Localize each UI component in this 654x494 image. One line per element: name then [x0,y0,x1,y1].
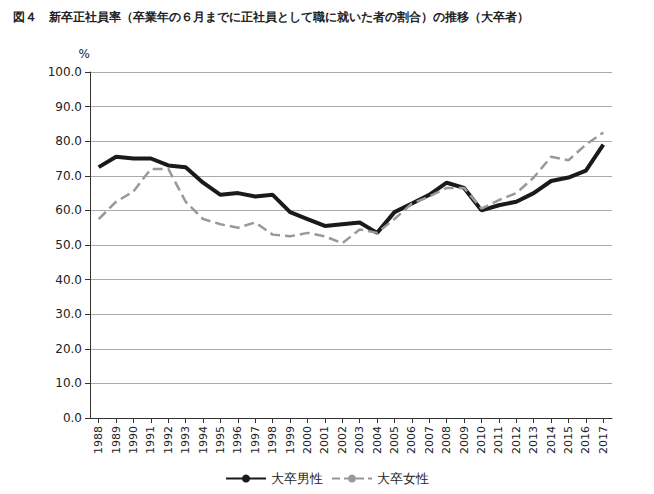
svg-text:2003: 2003 [353,426,366,454]
svg-text:図４ 新卒正社員率（卒業年の６月までに正社員として職に就いた: 図４ 新卒正社員率（卒業年の６月までに正社員として職に就いた者の割合）の推移（大… [13,10,529,24]
svg-text:80.0: 80.0 [55,134,82,148]
svg-text:1992: 1992 [162,426,175,454]
svg-text:2005: 2005 [388,426,401,454]
svg-text:1995: 1995 [214,426,227,454]
svg-text:1994: 1994 [197,426,210,454]
svg-text:60.0: 60.0 [55,203,82,217]
svg-text:2002: 2002 [336,426,349,454]
svg-text:1997: 1997 [249,426,262,454]
svg-text:30.0: 30.0 [55,307,82,321]
svg-text:2008: 2008 [440,426,453,454]
svg-text:1999: 1999 [284,426,297,454]
svg-text:100.0: 100.0 [48,65,82,79]
svg-text:2013: 2013 [527,426,540,454]
svg-text:%: % [79,47,90,61]
svg-text:1993: 1993 [179,426,192,454]
svg-text:70.0: 70.0 [55,169,82,183]
svg-text:0.0: 0.0 [63,411,82,425]
svg-text:2015: 2015 [562,426,575,454]
svg-text:大卒女性: 大卒女性 [377,471,429,486]
svg-text:2007: 2007 [423,426,436,454]
svg-text:1991: 1991 [144,426,157,454]
svg-text:2010: 2010 [475,426,488,454]
svg-text:10.0: 10.0 [55,376,82,390]
svg-text:2006: 2006 [405,426,418,454]
svg-text:2012: 2012 [510,426,523,454]
svg-text:大卒男性: 大卒男性 [271,471,323,486]
svg-text:2017: 2017 [597,426,610,454]
svg-text:90.0: 90.0 [55,100,82,114]
svg-text:2009: 2009 [458,426,471,454]
svg-text:50.0: 50.0 [55,238,82,252]
svg-text:2004: 2004 [371,426,384,454]
svg-text:1990: 1990 [127,426,140,454]
svg-text:2016: 2016 [579,426,592,454]
svg-text:40.0: 40.0 [55,273,82,287]
svg-text:2001: 2001 [318,426,331,454]
svg-text:2000: 2000 [301,426,314,454]
svg-text:20.0: 20.0 [55,342,82,356]
svg-text:1989: 1989 [110,426,123,454]
svg-text:1988: 1988 [92,426,105,454]
svg-text:1998: 1998 [266,426,279,454]
svg-text:2011: 2011 [492,426,505,454]
svg-text:1996: 1996 [231,426,244,454]
svg-text:2014: 2014 [545,426,558,454]
